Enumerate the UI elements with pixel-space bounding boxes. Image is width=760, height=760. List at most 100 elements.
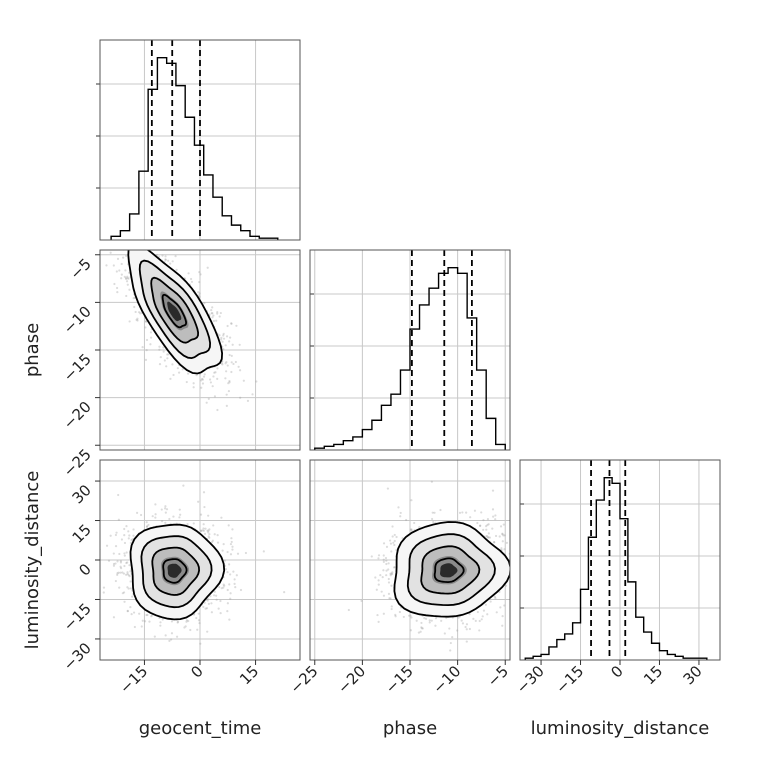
sample-point [237,365,240,368]
sample-point [128,288,131,291]
sample-point [192,386,195,389]
sample-point [206,529,209,532]
sample-point [116,573,119,577]
sample-point [231,548,234,551]
sample-point [521,546,523,548]
sample-point [124,210,126,212]
sample-point [175,268,178,271]
sample-point [70,238,72,240]
sample-point [215,319,218,322]
sample-point [491,489,495,492]
sample-point [501,615,504,618]
sample-point [227,382,230,385]
sample-point [228,563,231,566]
sample-point [473,509,477,512]
sample-point [228,353,231,357]
sample-point [216,408,219,412]
sample-point [207,602,211,605]
sample-point [544,620,546,622]
x-tick-label-luminosity_distance: 30 [680,662,706,688]
sample-point [122,572,126,575]
sample-point [161,254,164,257]
sample-point [434,624,437,627]
sample-point [198,621,201,625]
sample-point [208,533,211,536]
sample-point [231,343,234,346]
sample-point [135,318,138,321]
sample-point [434,617,438,620]
sample-point [382,594,386,597]
sample-point [213,395,217,398]
sample-point [138,246,140,248]
sample-point [123,554,126,557]
sample-point [501,533,504,536]
sample-point [107,559,111,562]
sample-point [123,275,126,278]
sample-point [175,635,179,638]
sample-point [202,523,205,526]
sample-point [116,257,120,260]
sample-point [432,520,435,524]
sample-point [209,381,213,384]
sample-point [195,616,198,620]
sample-point [230,361,233,364]
sample-point [391,535,394,538]
sample-point [236,552,240,555]
sample-point [220,516,223,519]
sample-point [410,529,413,532]
sample-point [235,324,238,327]
sample-point [209,595,212,598]
sample-point [94,268,96,270]
sample-point [393,533,396,537]
contour-line [127,250,224,375]
sample-point [159,248,161,250]
sample-point [154,513,157,516]
sample-point [224,344,227,347]
sample-point [533,571,535,573]
sample-point [503,534,506,537]
sample-point [482,528,485,531]
sample-point [230,540,233,544]
sample-point [456,629,459,632]
sample-point [377,620,380,623]
sample-point [387,562,390,565]
sample-point [170,620,174,623]
sample-point [125,551,128,554]
scatter-content [347,480,546,652]
sample-point [186,372,190,375]
sample-point [125,294,128,298]
sample-point [136,236,138,238]
sample-point [537,582,539,584]
sample-point [117,518,120,521]
sample-point [207,531,210,534]
sample-point [170,638,173,641]
scatter-panel-geocent_time-phase [70,210,301,451]
sample-point [221,363,224,366]
sample-point [389,574,392,577]
sample-point [492,541,496,544]
sample-point [216,534,219,537]
sample-point [219,338,223,341]
sample-point [145,521,148,524]
sample-point [394,615,397,618]
sample-point [430,517,434,521]
scatter-content [100,484,286,645]
sample-point [216,367,219,370]
sample-point [347,608,350,612]
sample-point [486,523,489,527]
sample-point [375,588,378,591]
sample-point [220,336,223,339]
sample-point [392,566,396,569]
sample-point [119,567,123,570]
sample-point [212,524,215,527]
sample-point [203,601,206,604]
sample-point [476,521,479,525]
sample-point [139,312,142,315]
sample-point [126,276,129,280]
sample-point [390,584,393,587]
sample-point [226,324,229,328]
histogram-phase [314,267,506,450]
sample-point [137,311,141,314]
sample-point [515,592,517,594]
sample-point [219,599,222,603]
